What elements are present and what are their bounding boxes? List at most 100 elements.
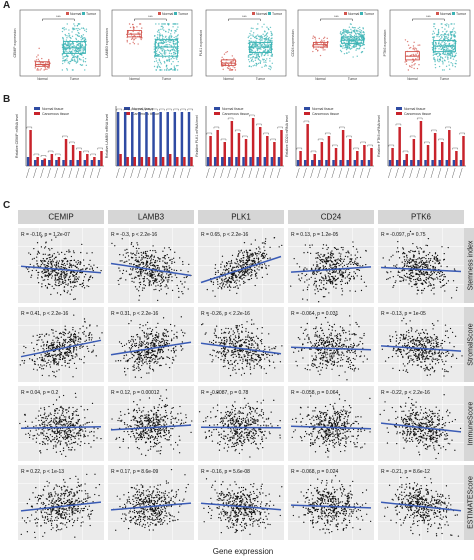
scatter-point bbox=[48, 265, 50, 267]
scatter-point bbox=[48, 354, 50, 356]
scatter-point bbox=[146, 272, 149, 274]
scatter-point bbox=[137, 259, 139, 261]
scatter-point bbox=[431, 272, 433, 275]
scatter-point bbox=[160, 274, 163, 276]
scatter-point bbox=[122, 254, 124, 256]
scatter-point bbox=[228, 260, 230, 263]
scatter-point bbox=[161, 349, 163, 351]
bar-ylabel: Relative CD24 mRNA level bbox=[285, 115, 289, 157]
scatter-point bbox=[173, 337, 175, 339]
scatter-point bbox=[141, 364, 143, 367]
scatter-point bbox=[260, 260, 262, 262]
scatter-point bbox=[250, 277, 253, 280]
scatter-point bbox=[316, 261, 318, 263]
scatter-point bbox=[151, 275, 154, 277]
scatter-point bbox=[60, 283, 62, 286]
scatter-point bbox=[172, 356, 174, 359]
scatter-point bbox=[168, 265, 170, 267]
scatter-point bbox=[337, 277, 339, 279]
scatter-point bbox=[223, 286, 225, 288]
scatter-point bbox=[141, 271, 143, 273]
scatter-point bbox=[406, 262, 408, 264]
jitter-point bbox=[455, 52, 457, 55]
scatter-point bbox=[334, 275, 337, 277]
jitter-point bbox=[261, 26, 263, 28]
scatter-point bbox=[125, 270, 128, 272]
scatter-point bbox=[317, 290, 319, 292]
jitter-point bbox=[453, 33, 455, 35]
scatter-point bbox=[396, 251, 398, 253]
scatter-point bbox=[52, 347, 54, 350]
jitter-point bbox=[162, 40, 165, 43]
scatter-point bbox=[72, 264, 75, 266]
scatter-point bbox=[129, 348, 132, 350]
scatter-point bbox=[66, 292, 68, 294]
scatter-point bbox=[57, 265, 59, 267]
scatter-point bbox=[65, 338, 67, 341]
jitter-point bbox=[437, 43, 440, 45]
jitter-point bbox=[345, 52, 348, 54]
scatter-point bbox=[76, 263, 79, 265]
bar-cancerous-tissue bbox=[419, 121, 423, 166]
scatter-point bbox=[402, 248, 405, 250]
scatter-point bbox=[419, 270, 421, 272]
legend-swatch-tumor bbox=[452, 12, 455, 15]
jitter-point bbox=[263, 42, 265, 45]
scatter-point bbox=[164, 344, 167, 346]
scatter-point bbox=[356, 268, 358, 271]
jitter-point bbox=[361, 51, 364, 53]
scatter-point bbox=[138, 271, 140, 273]
scatter-point bbox=[44, 355, 46, 357]
scatter-point bbox=[82, 259, 85, 261]
scatter-point bbox=[152, 264, 154, 266]
jitter-point bbox=[451, 55, 453, 58]
jitter-point bbox=[81, 43, 83, 46]
bar-tick-mark bbox=[123, 167, 127, 179]
scatter-point bbox=[393, 284, 395, 287]
scatter-point bbox=[37, 274, 39, 276]
scatter-point bbox=[148, 257, 150, 259]
scatter-point bbox=[71, 264, 73, 267]
scatter-point bbox=[149, 272, 151, 274]
jitter-point bbox=[413, 41, 415, 44]
scatter-point bbox=[256, 255, 258, 257]
scatter-point bbox=[212, 290, 214, 292]
jitter-point bbox=[266, 35, 268, 38]
scatter-point bbox=[149, 282, 151, 284]
bar-tick-mark bbox=[206, 167, 210, 179]
jitter-point bbox=[269, 49, 272, 52]
jitter-point bbox=[444, 43, 446, 46]
jitter-point bbox=[257, 28, 259, 30]
scatter-point bbox=[92, 349, 94, 351]
scatter-point bbox=[66, 263, 68, 265]
jitter-point bbox=[159, 69, 162, 71]
scatter-point bbox=[229, 285, 231, 287]
scatter-point bbox=[46, 286, 48, 288]
scatter-point bbox=[237, 255, 239, 257]
jitter-point bbox=[61, 69, 64, 71]
jitter-point bbox=[444, 36, 446, 39]
scatter-point bbox=[147, 346, 149, 349]
legend-label: Normal tissue bbox=[42, 107, 63, 111]
jitter-point bbox=[82, 51, 84, 54]
scatter-point bbox=[333, 246, 336, 249]
scatter-point bbox=[43, 271, 46, 274]
jitter-point bbox=[340, 50, 343, 53]
jitter-point bbox=[258, 48, 261, 50]
scatter-point bbox=[35, 256, 38, 258]
bar-significance-bracket bbox=[90, 153, 96, 156]
jitter-point bbox=[81, 35, 83, 38]
scatter-point bbox=[433, 271, 436, 274]
scatter-point bbox=[36, 369, 38, 371]
scatter-point bbox=[325, 267, 327, 270]
scatter-point bbox=[51, 259, 54, 261]
scatter-point bbox=[77, 335, 79, 338]
scatter-point bbox=[238, 277, 241, 279]
scatter-point bbox=[436, 276, 438, 279]
scatter-point bbox=[184, 332, 186, 334]
scatter-point bbox=[73, 275, 76, 277]
jitter-point bbox=[339, 32, 342, 34]
scatter-point bbox=[405, 279, 407, 281]
scatter-point bbox=[140, 251, 142, 254]
jitter-point bbox=[256, 44, 258, 47]
